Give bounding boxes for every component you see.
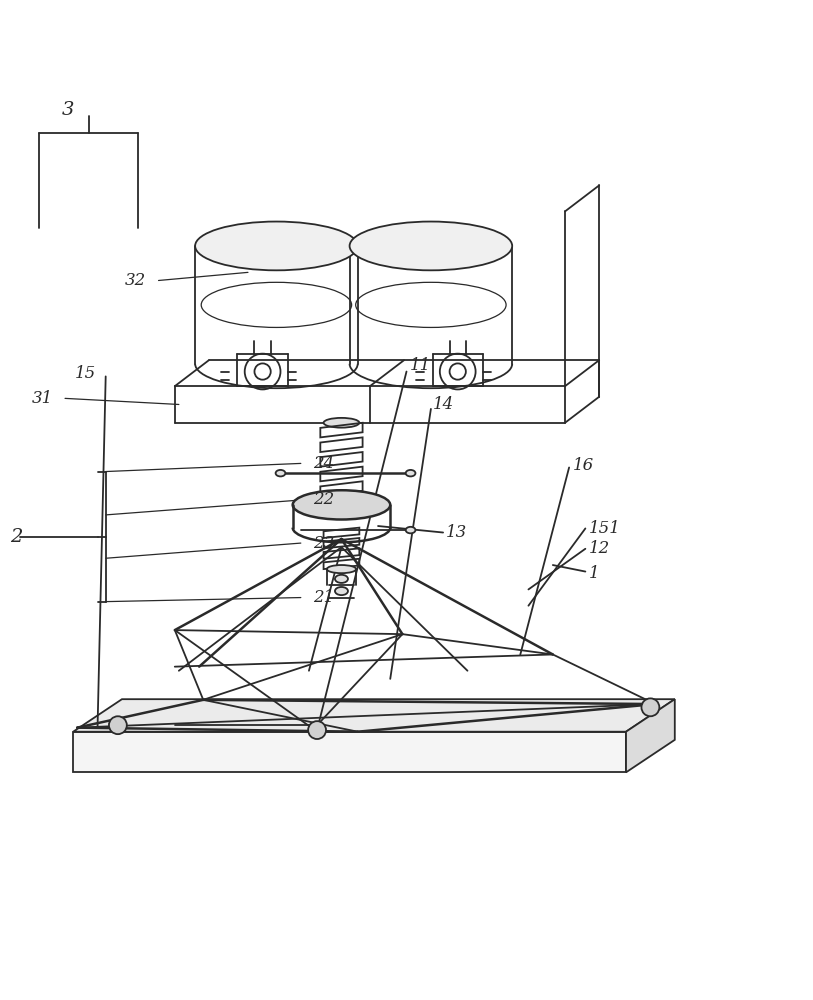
Ellipse shape [335, 575, 348, 583]
Text: 2: 2 [10, 528, 23, 546]
Text: 16: 16 [572, 457, 593, 474]
Ellipse shape [406, 527, 415, 533]
Ellipse shape [293, 490, 390, 520]
Text: 23: 23 [313, 535, 334, 552]
Circle shape [109, 716, 127, 734]
Circle shape [641, 698, 659, 716]
Text: 13: 13 [446, 524, 467, 541]
Text: 22: 22 [313, 491, 334, 508]
Text: 32: 32 [125, 272, 146, 289]
Text: 12: 12 [589, 540, 610, 557]
Circle shape [308, 721, 326, 739]
Text: 14: 14 [433, 396, 454, 413]
Text: 11: 11 [410, 357, 431, 374]
Text: 21: 21 [313, 589, 334, 606]
Text: 24: 24 [313, 455, 334, 472]
Text: 3: 3 [61, 101, 74, 119]
Polygon shape [626, 699, 675, 772]
Text: 151: 151 [589, 520, 620, 537]
Polygon shape [73, 699, 675, 732]
Ellipse shape [335, 587, 348, 595]
Ellipse shape [406, 470, 415, 476]
Ellipse shape [324, 418, 359, 428]
Ellipse shape [327, 565, 356, 573]
Text: 31: 31 [32, 390, 53, 407]
Text: 15: 15 [75, 365, 96, 382]
Ellipse shape [195, 222, 358, 270]
Polygon shape [73, 732, 626, 772]
Ellipse shape [276, 470, 285, 476]
Ellipse shape [350, 222, 512, 270]
Text: 1: 1 [589, 565, 599, 582]
